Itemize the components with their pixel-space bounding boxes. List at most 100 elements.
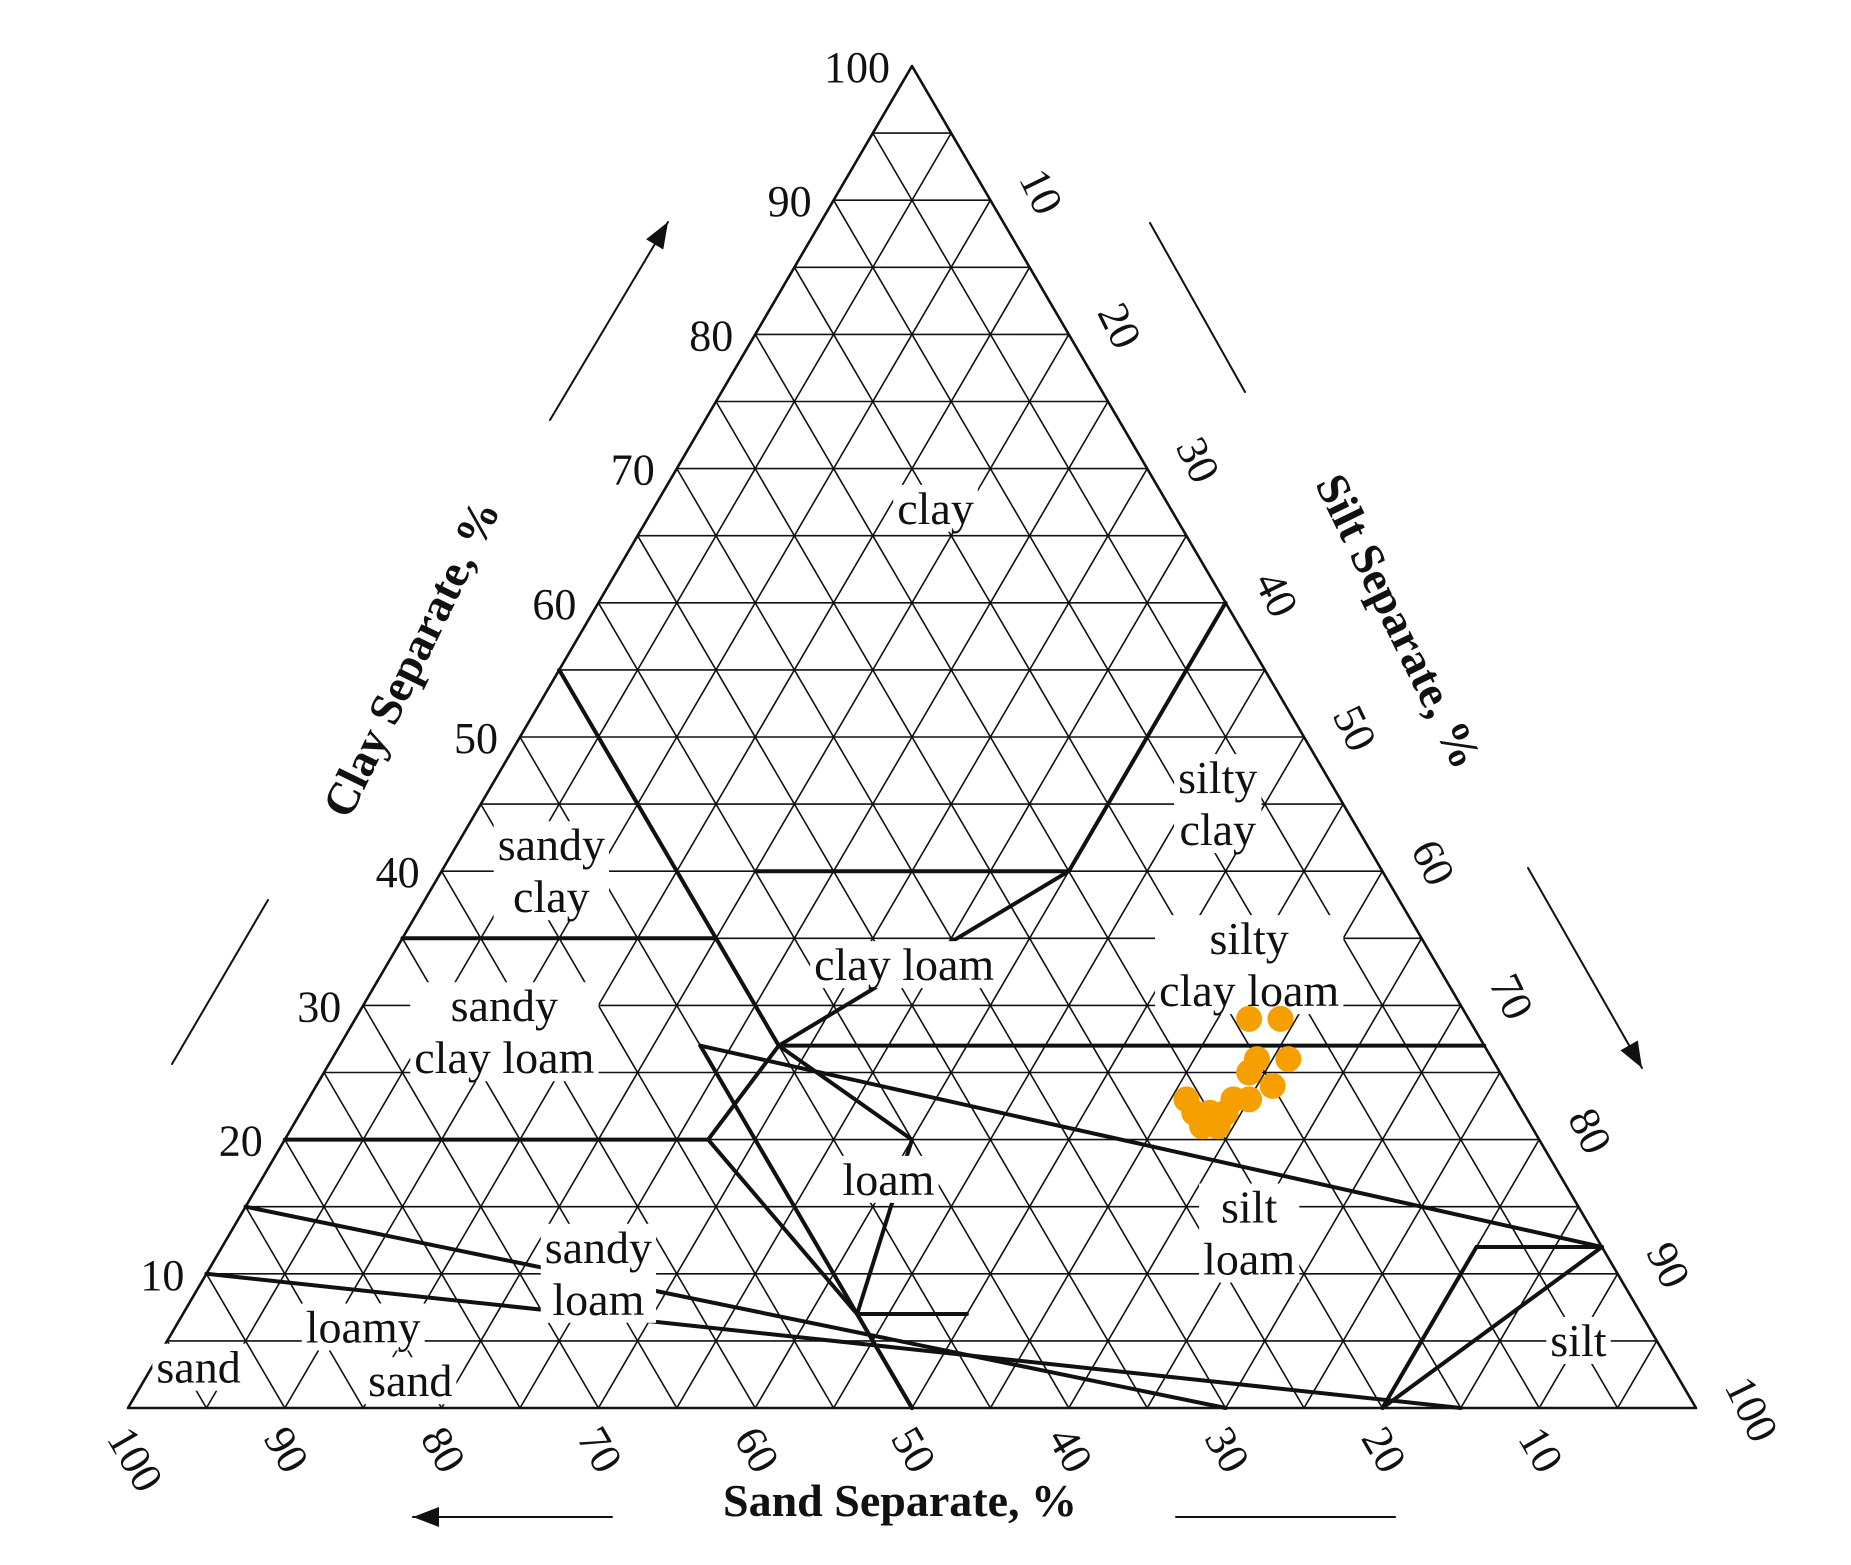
axis-guide-line xyxy=(171,899,269,1065)
silt-tick-label: 100 xyxy=(1715,1369,1788,1450)
class-label-line: silty xyxy=(1178,752,1257,803)
axis-arrow-line xyxy=(1527,867,1643,1069)
class-label-line: sandy xyxy=(498,819,605,870)
sand-tick-label: 20 xyxy=(1352,1419,1416,1482)
silt-tick-label: 50 xyxy=(1323,698,1386,759)
class-label-line: clay loam xyxy=(414,1032,594,1083)
grid-line-silt xyxy=(205,132,953,1409)
sand-tick-label: 10 xyxy=(1509,1419,1573,1482)
class-label-bg xyxy=(1199,1183,1300,1283)
sand-tick-label: 30 xyxy=(1195,1419,1259,1482)
clay-tick-label: 30 xyxy=(297,982,341,1031)
class-label: silt loam xyxy=(1203,1182,1295,1285)
class-label: silt xyxy=(1550,1315,1606,1366)
sample-point xyxy=(1236,1005,1263,1032)
grid-line-sand xyxy=(205,1273,286,1409)
class-boundary xyxy=(706,1137,860,1317)
class-label-line: clay loam xyxy=(814,939,994,990)
sand-tick-label: 70 xyxy=(568,1419,632,1482)
axis-arrow-line xyxy=(549,221,669,421)
sample-point xyxy=(1275,1046,1302,1073)
sand-tick-label: 50 xyxy=(881,1419,945,1482)
grid-line-silt xyxy=(1224,1004,1462,1409)
sample-point xyxy=(1236,1086,1263,1113)
grid-line-silt xyxy=(1303,1071,1501,1409)
sand-tick-label: 100 xyxy=(97,1419,172,1501)
class-boundary xyxy=(698,1043,1604,1249)
silt-tick-label: 60 xyxy=(1401,832,1464,893)
silt-tick-label: 10 xyxy=(1009,161,1072,222)
silt-tick-label: 40 xyxy=(1245,564,1308,625)
class-label: silty clay loam xyxy=(1159,913,1339,1016)
class-boundary xyxy=(1380,1244,1479,1410)
grid-line-sand xyxy=(362,1004,600,1409)
clay-tick-label: 90 xyxy=(768,177,812,226)
class-label: sand xyxy=(368,1355,452,1406)
class-label-line: clay xyxy=(1179,804,1256,855)
class-label-line: loam xyxy=(1203,1234,1295,1285)
class-label: silty clay xyxy=(1178,752,1257,855)
sand-tick-label: 40 xyxy=(1038,1419,1102,1482)
class-label-line: silt xyxy=(1221,1182,1277,1233)
sample-point xyxy=(1236,1059,1263,1086)
class-label-bg xyxy=(301,1303,425,1351)
class-label: sandy loam xyxy=(545,1222,652,1325)
class-label-bg xyxy=(410,982,599,1082)
axis-arrow-head xyxy=(1620,1040,1642,1068)
class-label-line: loam xyxy=(552,1274,644,1325)
sample-point xyxy=(1259,1072,1286,1099)
class-boundary xyxy=(243,1204,1228,1410)
class-label-line: loam xyxy=(842,1154,934,1205)
clay-tick-label: 80 xyxy=(689,311,733,360)
clay-tick-label: 40 xyxy=(376,848,420,897)
sample-points xyxy=(1173,1005,1302,1140)
class-boundary xyxy=(1380,1244,1604,1410)
axis-arrow-head xyxy=(413,1507,439,1527)
class-label-bg xyxy=(1155,915,1344,1015)
silt-tick-label: 80 xyxy=(1558,1101,1621,1162)
class-label-bg xyxy=(1174,754,1262,854)
class-label: clay loam xyxy=(814,939,994,990)
silt-tick-label: 20 xyxy=(1088,295,1151,356)
clay-tick-label: 20 xyxy=(219,1117,263,1166)
class-label: sandy clay xyxy=(498,819,605,922)
grid-line-silt xyxy=(1616,1340,1658,1409)
class-label: sandy clay loam xyxy=(414,980,594,1083)
clay-tick-label: 10 xyxy=(140,1251,184,1300)
class-boundary xyxy=(698,1043,914,1410)
class-label: sand xyxy=(156,1342,240,1393)
class-label-line: clay xyxy=(513,871,590,922)
clay-axis-title: Clay Separate, % xyxy=(312,491,510,825)
grid-line-silt xyxy=(362,266,1031,1409)
class-label-bg xyxy=(1546,1316,1611,1364)
silt-tick-label: 30 xyxy=(1166,430,1229,491)
class-label-bg xyxy=(493,821,610,921)
clay-tick-label: 60 xyxy=(532,580,576,629)
sand-tick-label: 60 xyxy=(725,1419,789,1482)
sample-point xyxy=(1267,1005,1294,1032)
class-label-line: sandy xyxy=(545,1222,652,1273)
class-label-line: loamy xyxy=(306,1301,421,1352)
clay-tick-label: 100 xyxy=(824,43,890,92)
class-label-line: silty xyxy=(1209,913,1288,964)
sand-tick-label: 80 xyxy=(411,1419,475,1482)
class-label-bg xyxy=(810,941,999,989)
grid-line-sand xyxy=(793,266,1462,1409)
axis-guide-line xyxy=(1149,222,1246,393)
grid-line-sand xyxy=(323,1071,521,1409)
class-label-bg xyxy=(152,1343,245,1391)
grid-line-silt xyxy=(989,803,1344,1409)
class-label-line: clay xyxy=(897,483,974,534)
sand-axis-title: Sand Separate, % xyxy=(723,1475,1077,1526)
class-label-bg xyxy=(540,1223,657,1323)
clay-tick-label: 50 xyxy=(454,714,498,763)
clay-tick-label: 70 xyxy=(611,446,655,495)
grid-line-silt xyxy=(1146,937,1423,1409)
sand-tick-label: 90 xyxy=(254,1419,318,1482)
class-label: clay xyxy=(897,483,974,534)
class-label-line: sandy xyxy=(451,980,558,1031)
axis-arrow-head xyxy=(646,222,668,250)
class-label-line: sand xyxy=(368,1355,452,1406)
